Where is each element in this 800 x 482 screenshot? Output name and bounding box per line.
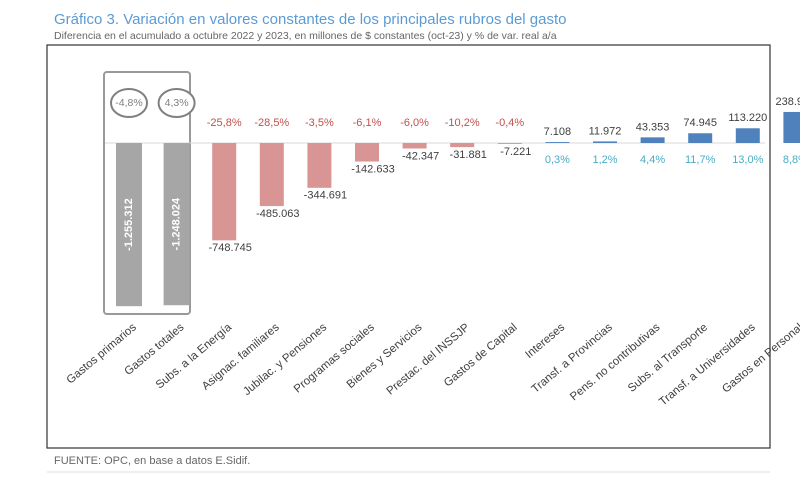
source-note: FUENTE: OPC, en base a datos E.Sidif. <box>54 455 250 467</box>
bar <box>355 143 379 162</box>
pct-label: 0,3% <box>545 154 570 166</box>
bar <box>545 142 570 143</box>
value-label: 113.220 <box>728 112 767 124</box>
pct-label: -6,0% <box>400 117 429 129</box>
pct-label: -10,2% <box>445 117 480 129</box>
x-tick-label: Gastos primarios <box>65 321 139 386</box>
x-tick-label: Intereses <box>523 321 567 361</box>
value-label: 238.942 <box>776 96 800 108</box>
pct-ellipse <box>110 88 148 118</box>
value-label: 74.945 <box>683 117 717 129</box>
bar <box>307 143 332 188</box>
bar <box>593 141 617 143</box>
bar <box>688 133 713 143</box>
value-label: -344.691 <box>304 190 347 202</box>
pct-label: 1,2% <box>592 154 617 166</box>
x-tick-label: Jubilac. y Pensiones <box>241 321 329 398</box>
value-label: -142.633 <box>351 163 394 175</box>
bar <box>783 111 800 143</box>
pct-label: -6,1% <box>353 117 382 129</box>
pct-label: -3,5% <box>305 117 334 129</box>
value-label: -485.063 <box>256 208 299 220</box>
chart-subtitle: Diferencia en el acumulado a octubre 202… <box>54 30 557 42</box>
bar <box>735 128 760 143</box>
bar <box>450 143 475 148</box>
chart-title: Gráfico 3. Variación en valores constant… <box>54 11 567 28</box>
x-tick-label: Transf. a Universidades <box>657 321 758 408</box>
bar <box>402 143 427 149</box>
x-tick-label: Gastos en Personal <box>720 321 800 395</box>
bar <box>259 143 284 207</box>
x-tick-label: Pens. no contributivas <box>568 321 663 403</box>
pct-label: 11,7% <box>685 154 716 166</box>
pct-label: 8,8% <box>783 154 800 166</box>
value-label: -1.255.312 <box>123 198 135 251</box>
value-label: -31.881 <box>450 149 487 161</box>
pct-label: -25,8% <box>207 117 242 129</box>
value-label: -7.221 <box>500 146 531 158</box>
value-label: -748.745 <box>208 242 251 254</box>
x-tick-label: Subs. al Transporte <box>626 321 710 394</box>
value-label: 43.353 <box>636 121 670 133</box>
value-label: 11.972 <box>589 125 622 137</box>
value-label: 7.108 <box>544 126 572 138</box>
bar <box>116 143 142 307</box>
bar <box>163 143 190 306</box>
chart-frame <box>46 44 771 449</box>
x-tick-label: Transf. a Provincias <box>530 321 615 395</box>
x-tick-label: Programas sociales <box>292 321 377 395</box>
pct-label: 4,3% <box>165 97 189 109</box>
x-tick-label: Prestac. del INSSJP <box>385 321 473 397</box>
pct-ellipse <box>157 88 196 118</box>
pct-label: -0,4% <box>495 117 524 129</box>
totals-frame <box>103 71 191 315</box>
value-label: -1.248.024 <box>171 197 183 250</box>
pct-label: -4,8% <box>115 97 142 109</box>
bar <box>497 143 522 144</box>
pct-label: 13,0% <box>732 154 763 166</box>
bar <box>640 137 665 143</box>
bar <box>212 143 237 241</box>
pct-label: 4,4% <box>640 154 665 166</box>
pct-label: -28,5% <box>254 117 289 129</box>
value-label: -42.347 <box>402 150 439 162</box>
